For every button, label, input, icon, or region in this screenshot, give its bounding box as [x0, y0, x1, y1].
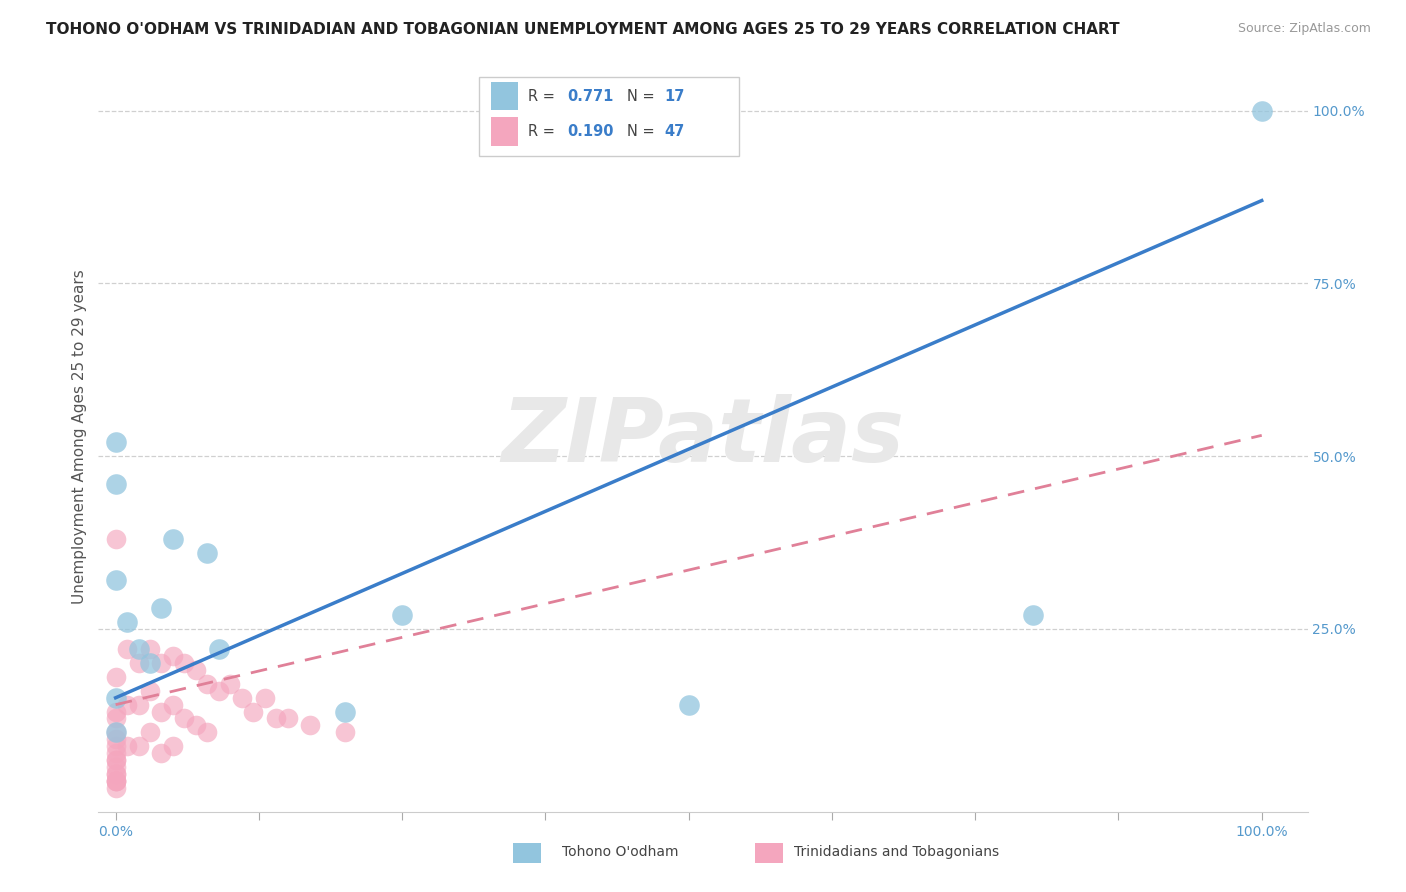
Point	[231, 690, 253, 705]
Point	[162, 698, 184, 712]
Point	[104, 705, 127, 719]
FancyBboxPatch shape	[479, 78, 740, 156]
Text: R =: R =	[527, 88, 560, 103]
Point	[104, 766, 127, 780]
Point	[162, 649, 184, 664]
Point	[139, 657, 162, 671]
Point	[162, 739, 184, 753]
Point	[1250, 103, 1272, 118]
Point	[115, 739, 138, 753]
Point	[253, 690, 276, 705]
Point	[104, 574, 127, 588]
Text: Source: ZipAtlas.com: Source: ZipAtlas.com	[1237, 22, 1371, 36]
Point	[104, 711, 127, 725]
Point	[184, 663, 207, 677]
Point	[104, 773, 127, 788]
Point	[277, 711, 299, 725]
Point	[104, 753, 127, 767]
Point	[104, 780, 127, 795]
Point	[115, 698, 138, 712]
Point	[195, 546, 218, 560]
Text: TOHONO O'ODHAM VS TRINIDADIAN AND TOBAGONIAN UNEMPLOYMENT AMONG AGES 25 TO 29 YE: TOHONO O'ODHAM VS TRINIDADIAN AND TOBAGO…	[46, 22, 1121, 37]
Point	[104, 746, 127, 760]
Point	[184, 718, 207, 732]
Point	[104, 753, 127, 767]
Text: Trinidadians and Tobagonians: Trinidadians and Tobagonians	[794, 845, 1000, 859]
Point	[104, 725, 127, 739]
Point	[104, 435, 127, 450]
Point	[104, 725, 127, 739]
Point	[208, 642, 231, 657]
Point	[150, 601, 173, 615]
Text: N =: N =	[627, 124, 659, 139]
Point	[333, 705, 356, 719]
Text: N =: N =	[627, 88, 659, 103]
Point	[104, 773, 127, 788]
Point	[173, 711, 195, 725]
Point	[128, 657, 150, 671]
Point	[104, 760, 127, 774]
Point	[162, 532, 184, 546]
Point	[139, 725, 162, 739]
Text: 0.190: 0.190	[568, 124, 614, 139]
Point	[678, 698, 700, 712]
Point	[115, 642, 138, 657]
Point	[104, 732, 127, 747]
Point	[128, 642, 150, 657]
Point	[104, 773, 127, 788]
Text: R =: R =	[527, 124, 560, 139]
Point	[208, 684, 231, 698]
Point	[104, 690, 127, 705]
Point	[104, 532, 127, 546]
Point	[333, 725, 356, 739]
Point	[139, 684, 162, 698]
Point	[104, 476, 127, 491]
Point	[299, 718, 322, 732]
Point	[264, 711, 287, 725]
Y-axis label: Unemployment Among Ages 25 to 29 years: Unemployment Among Ages 25 to 29 years	[72, 269, 87, 605]
Text: 17: 17	[664, 88, 685, 103]
Point	[104, 670, 127, 684]
Point	[150, 705, 173, 719]
Point	[128, 698, 150, 712]
Point	[150, 657, 173, 671]
Point	[391, 607, 413, 622]
Point	[139, 642, 162, 657]
Point	[115, 615, 138, 629]
Point	[104, 766, 127, 780]
Text: 47: 47	[664, 124, 685, 139]
Point	[128, 739, 150, 753]
Point	[219, 677, 242, 691]
Text: 0.771: 0.771	[568, 88, 614, 103]
Point	[242, 705, 264, 719]
Point	[195, 677, 218, 691]
Point	[173, 657, 195, 671]
Text: ZIPatlas: ZIPatlas	[502, 393, 904, 481]
Point	[1021, 607, 1043, 622]
Point	[104, 739, 127, 753]
Text: Tohono O'odham: Tohono O'odham	[562, 845, 679, 859]
Bar	[492, 118, 517, 146]
Bar	[492, 82, 517, 111]
Point	[195, 725, 218, 739]
Point	[150, 746, 173, 760]
